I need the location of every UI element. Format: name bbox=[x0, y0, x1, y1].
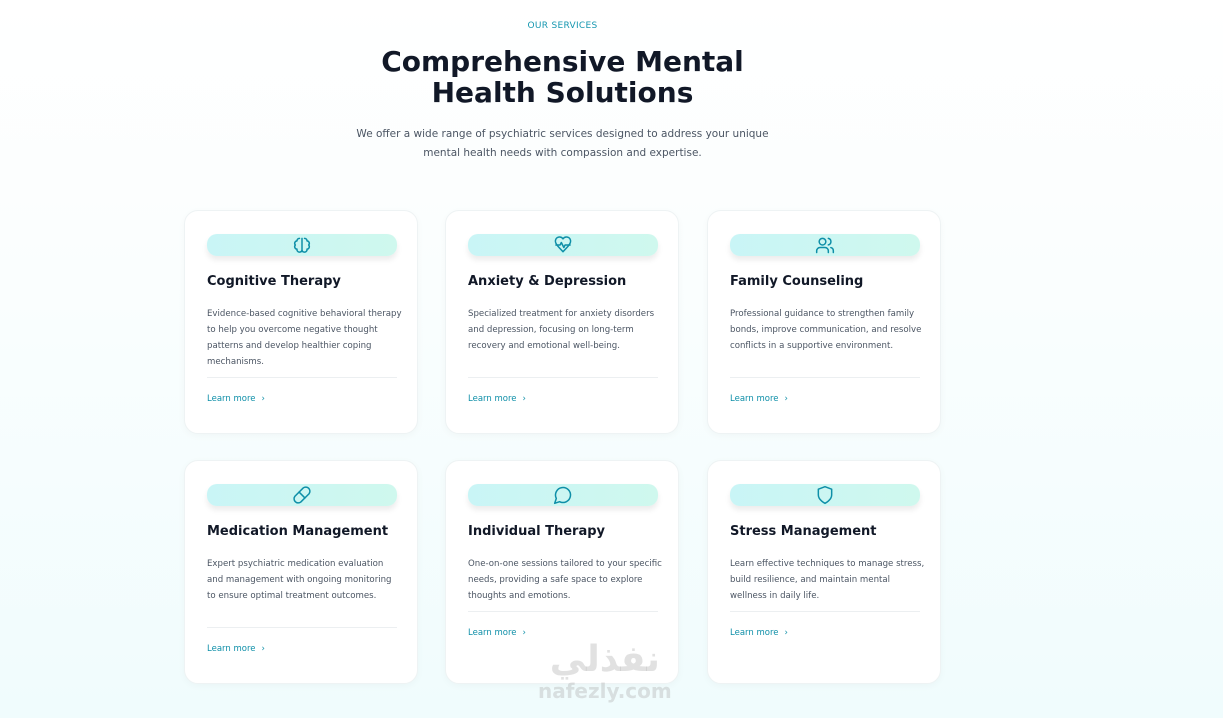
divider bbox=[730, 611, 920, 612]
learn-more-link[interactable]: Learn more › bbox=[730, 394, 788, 404]
chevron-right-icon: › bbox=[784, 628, 788, 638]
learn-more-link[interactable]: Learn more › bbox=[468, 394, 526, 404]
service-card: Family Counseling Professional guidance … bbox=[707, 210, 941, 434]
page-title: Comprehensive Mental Health Solutions bbox=[381, 45, 744, 109]
chevron-right-icon: › bbox=[522, 628, 526, 638]
chevron-right-icon: › bbox=[261, 644, 265, 654]
divider bbox=[207, 627, 397, 628]
learn-more-label: Learn more bbox=[730, 394, 779, 404]
learn-more-label: Learn more bbox=[468, 628, 517, 638]
learn-more-link[interactable]: Learn more › bbox=[207, 644, 265, 654]
service-card: Medication Management Expert psychiatric… bbox=[184, 460, 418, 684]
chevron-right-icon: › bbox=[261, 394, 265, 404]
service-card: Anxiety & Depression Specialized treatme… bbox=[445, 210, 679, 434]
heart-pulse-icon bbox=[554, 236, 572, 253]
divider bbox=[730, 377, 920, 378]
section-eyebrow: OUR SERVICES bbox=[527, 21, 598, 31]
icon-banner bbox=[468, 484, 658, 506]
icon-banner bbox=[207, 484, 397, 506]
service-card: Stress Management Learn effective techni… bbox=[707, 460, 941, 684]
service-card: Cognitive Therapy Evidence-based cogniti… bbox=[184, 210, 418, 434]
service-description: Expert psychiatric medication evaluation… bbox=[207, 559, 392, 601]
pill-icon bbox=[293, 486, 311, 504]
service-title: Anxiety & Depression bbox=[468, 274, 627, 289]
chevron-right-icon: › bbox=[522, 394, 526, 404]
service-description: Specialized treatment for anxiety disord… bbox=[468, 309, 655, 351]
service-title: Stress Management bbox=[730, 524, 877, 539]
learn-more-label: Learn more bbox=[468, 394, 517, 404]
service-description: One-on-one sessions tailored to your spe… bbox=[468, 559, 662, 601]
service-title: Individual Therapy bbox=[468, 524, 606, 539]
service-title: Family Counseling bbox=[730, 274, 864, 289]
learn-more-link[interactable]: Learn more › bbox=[468, 628, 526, 638]
service-card: Individual Therapy One-on-one sessions t… bbox=[445, 460, 679, 684]
service-description: Professional guidance to strengthen fami… bbox=[730, 309, 922, 351]
learn-more-link[interactable]: Learn more › bbox=[207, 394, 265, 404]
service-title: Cognitive Therapy bbox=[207, 274, 341, 289]
message-circle-icon bbox=[553, 486, 572, 505]
service-title: Medication Management bbox=[207, 524, 389, 539]
watermark-logo: نفذلي nafezly.com bbox=[538, 639, 672, 703]
service-description: Evidence-based cognitive behavioral ther… bbox=[207, 309, 402, 367]
section-subtitle: We offer a wide range of psychiatric ser… bbox=[356, 128, 769, 159]
icon-banner bbox=[730, 484, 920, 506]
icon-banner bbox=[207, 234, 397, 256]
divider bbox=[468, 611, 658, 612]
learn-more-label: Learn more bbox=[207, 394, 256, 404]
icon-banner bbox=[730, 234, 920, 256]
learn-more-link[interactable]: Learn more › bbox=[730, 628, 788, 638]
divider bbox=[207, 377, 397, 378]
users-icon bbox=[815, 237, 835, 254]
learn-more-label: Learn more bbox=[730, 628, 779, 638]
divider bbox=[468, 377, 658, 378]
icon-banner bbox=[468, 234, 658, 256]
shield-icon bbox=[817, 485, 833, 505]
learn-more-label: Learn more bbox=[207, 644, 256, 654]
chevron-right-icon: › bbox=[784, 394, 788, 404]
service-description: Learn effective techniques to manage str… bbox=[730, 559, 925, 601]
brain-icon bbox=[293, 237, 311, 253]
